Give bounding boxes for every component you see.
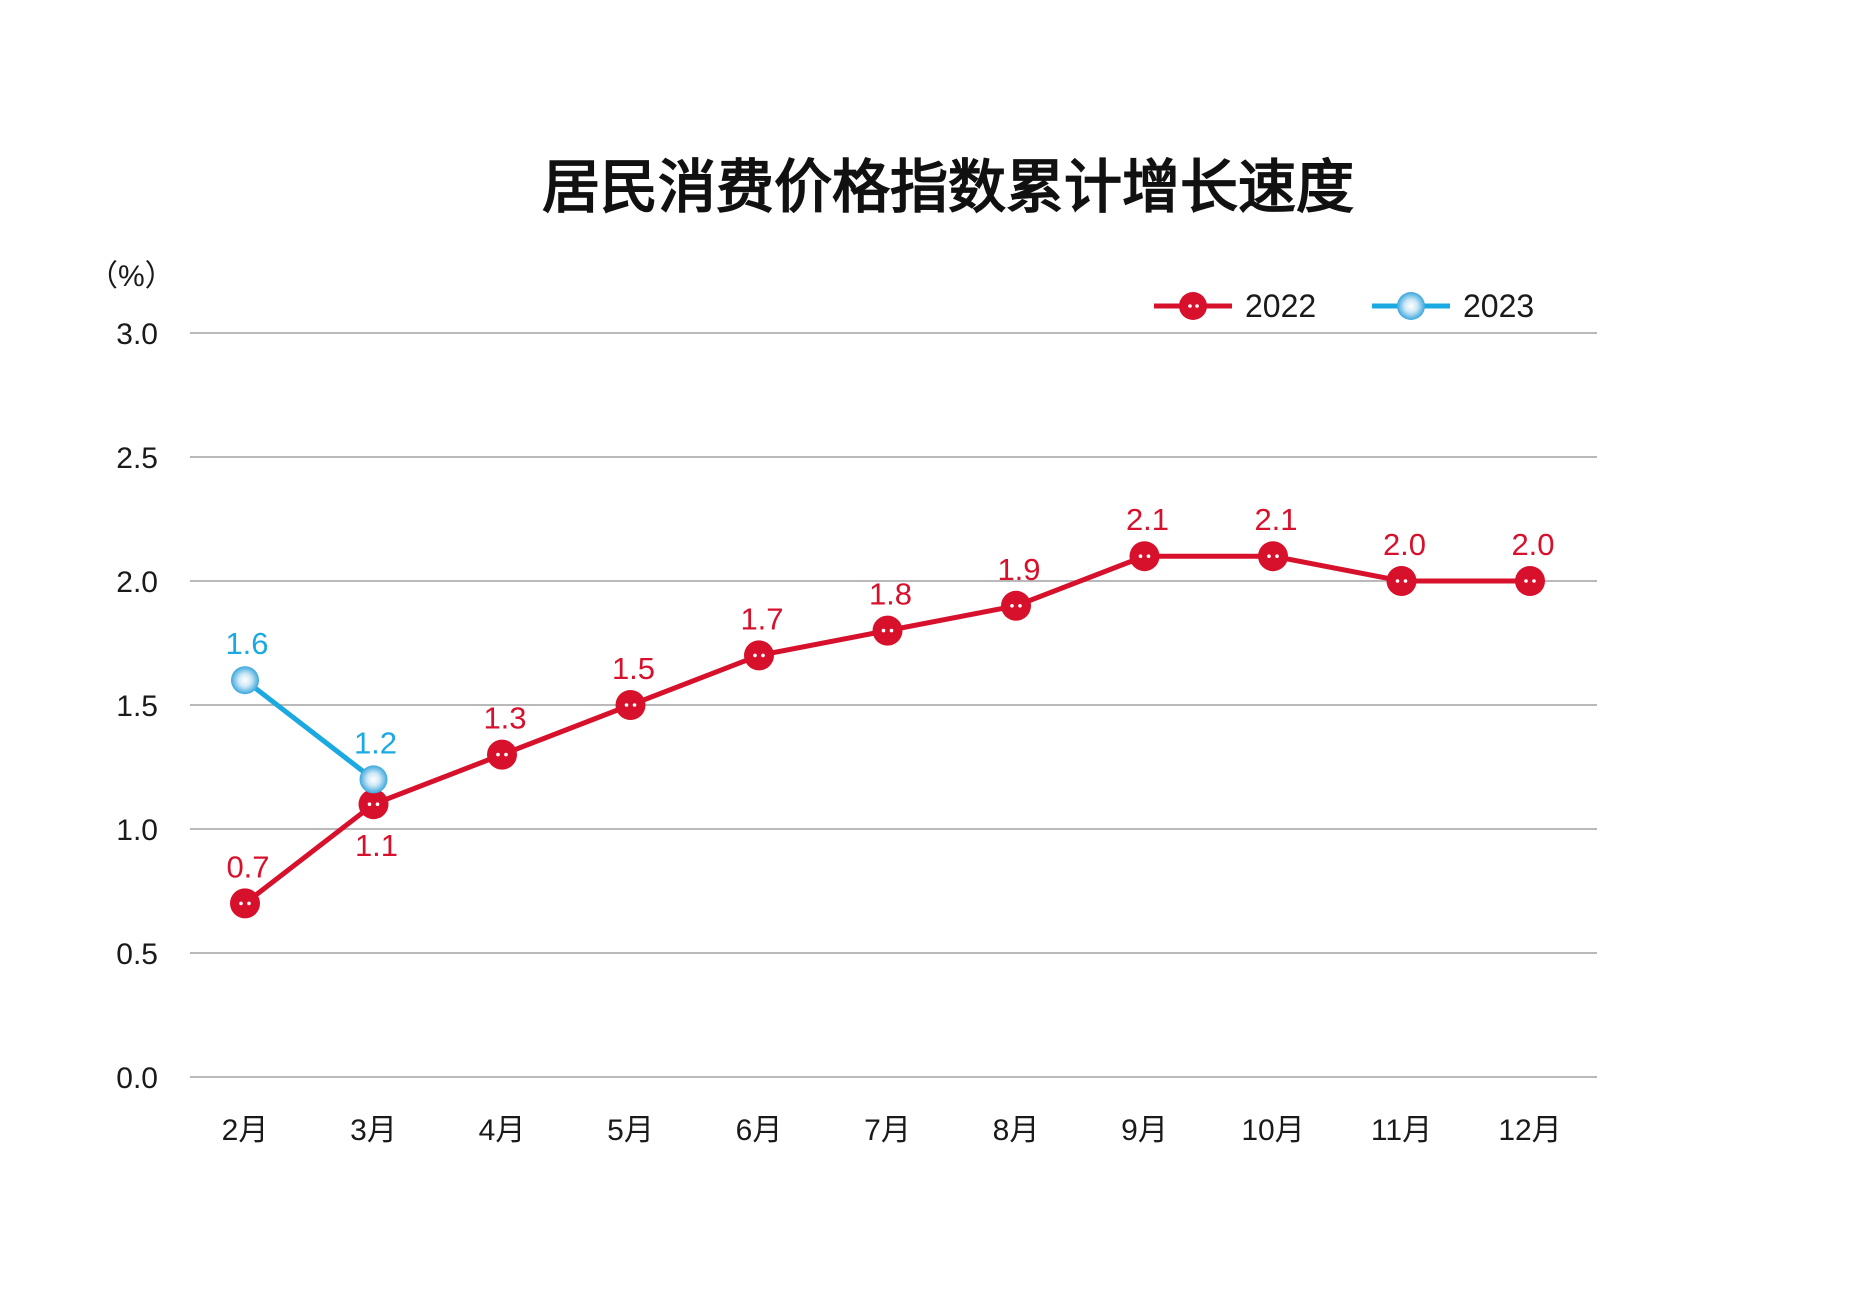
data-label-2023: 1.2: [354, 725, 397, 760]
data-label-2022: 0.7: [226, 849, 269, 884]
x-axis-ticks: 2月 3月 4月 5月 6月 7月 8月 9月 10月 11月 12月: [222, 1114, 1562, 1147]
point-2022: [1515, 566, 1545, 596]
point-2022-dot: [239, 901, 243, 906]
x-tick-label: 8月: [993, 1114, 1040, 1147]
y-tick-label: 0.0: [116, 1062, 158, 1095]
data-label-2022: 1.9: [997, 552, 1040, 587]
data-label-2022: 1.7: [740, 601, 783, 636]
point-2023: [359, 765, 388, 794]
point-2022-dot: [1275, 554, 1279, 558]
point-2022-dot: [1532, 579, 1536, 583]
data-label-2022: 2.1: [1126, 502, 1169, 537]
x-tick-label: 3月: [350, 1114, 397, 1147]
data-label-2022: 1.3: [483, 701, 526, 736]
point-2022-dot: [1267, 554, 1271, 558]
data-label-2022: 1.5: [612, 651, 655, 686]
legend: 2022 2023: [1154, 288, 1534, 324]
y-tick-label: 1.0: [116, 814, 158, 847]
legend-label-2023: 2023: [1463, 288, 1534, 324]
y-tick-label: 3.0: [116, 318, 158, 351]
y-tick-label: 2.5: [116, 442, 158, 475]
point-2022-dot: [761, 653, 765, 658]
point-2022-dot: [247, 901, 251, 906]
point-2022-dot: [375, 802, 380, 806]
chart-title: 居民消费价格指数累计增长速度: [542, 153, 1354, 221]
x-tick-label: 7月: [864, 1114, 911, 1147]
legend-marker-2023: [1397, 292, 1425, 320]
y-tick-label: 2.0: [116, 566, 158, 599]
data-label-2022: 2.0: [1511, 527, 1554, 562]
grid-lines: [190, 332, 1597, 1078]
x-tick-label: 12月: [1498, 1114, 1561, 1147]
point-2022-dot: [1018, 604, 1022, 608]
legend-marker-2022-dot: [1188, 304, 1192, 308]
point-2022-dot: [367, 802, 372, 806]
x-tick-label: 10月: [1241, 1114, 1304, 1147]
x-tick-label: 11月: [1371, 1114, 1432, 1147]
point-2022: [230, 888, 260, 919]
series-line-2023: [243, 678, 376, 782]
data-label-2022: 1.8: [869, 577, 912, 612]
point-2022: [615, 690, 646, 720]
point-2022-dot: [496, 752, 500, 757]
point-2022: [1129, 541, 1160, 572]
point-2023: [231, 666, 259, 695]
y-tick-label: 0.5: [116, 938, 158, 971]
point-2022-dot: [889, 628, 894, 633]
point-2022-dot: [1395, 579, 1400, 583]
point-2022: [1001, 590, 1031, 621]
point-2022-dot: [1138, 554, 1143, 558]
x-tick-label: 2月: [222, 1114, 269, 1147]
series-layer: 0.7 1.1 1.3 1.5 1.7 1.8 1.9 2.1 2.1 2.0 2.0 1.6 1.2: [225, 502, 1555, 919]
point-2022: [487, 739, 517, 770]
point-2022-dot: [624, 703, 629, 707]
point-2022-dot: [1403, 579, 1408, 583]
point-2022-dot: [632, 703, 637, 707]
x-tick-label: 9月: [1121, 1114, 1168, 1147]
data-label-2022: 2.0: [1383, 527, 1426, 562]
point-2022-dot: [1524, 579, 1528, 583]
point-2022: [744, 640, 774, 671]
point-2022: [358, 789, 389, 820]
point-2022-dot: [881, 628, 886, 633]
x-tick-label: 6月: [736, 1114, 783, 1147]
legend-marker-2022-dot: [1195, 304, 1199, 308]
x-tick-label: 5月: [607, 1114, 654, 1147]
point-2022-dot: [504, 752, 508, 757]
y-axis-ticks: 0.0 0.5 1.0 1.5 2.0 2.5 3.0: [116, 318, 158, 1095]
point-2022-dot: [753, 653, 757, 658]
point-2022: [1386, 566, 1417, 596]
data-label-2023: 1.6: [225, 626, 268, 661]
point-2022-dot: [1146, 554, 1151, 558]
point-2022-dot: [1010, 604, 1014, 608]
data-label-2022: 2.1: [1254, 502, 1297, 537]
point-2022: [1258, 541, 1288, 572]
y-axis-unit: （%）: [88, 260, 175, 293]
legend-marker-2022: [1179, 292, 1207, 320]
x-tick-label: 4月: [479, 1114, 526, 1147]
point-2022: [872, 615, 903, 646]
y-tick-label: 1.5: [116, 690, 158, 723]
data-label-2022: 1.1: [355, 828, 398, 863]
legend-label-2022: 2022: [1245, 288, 1316, 324]
